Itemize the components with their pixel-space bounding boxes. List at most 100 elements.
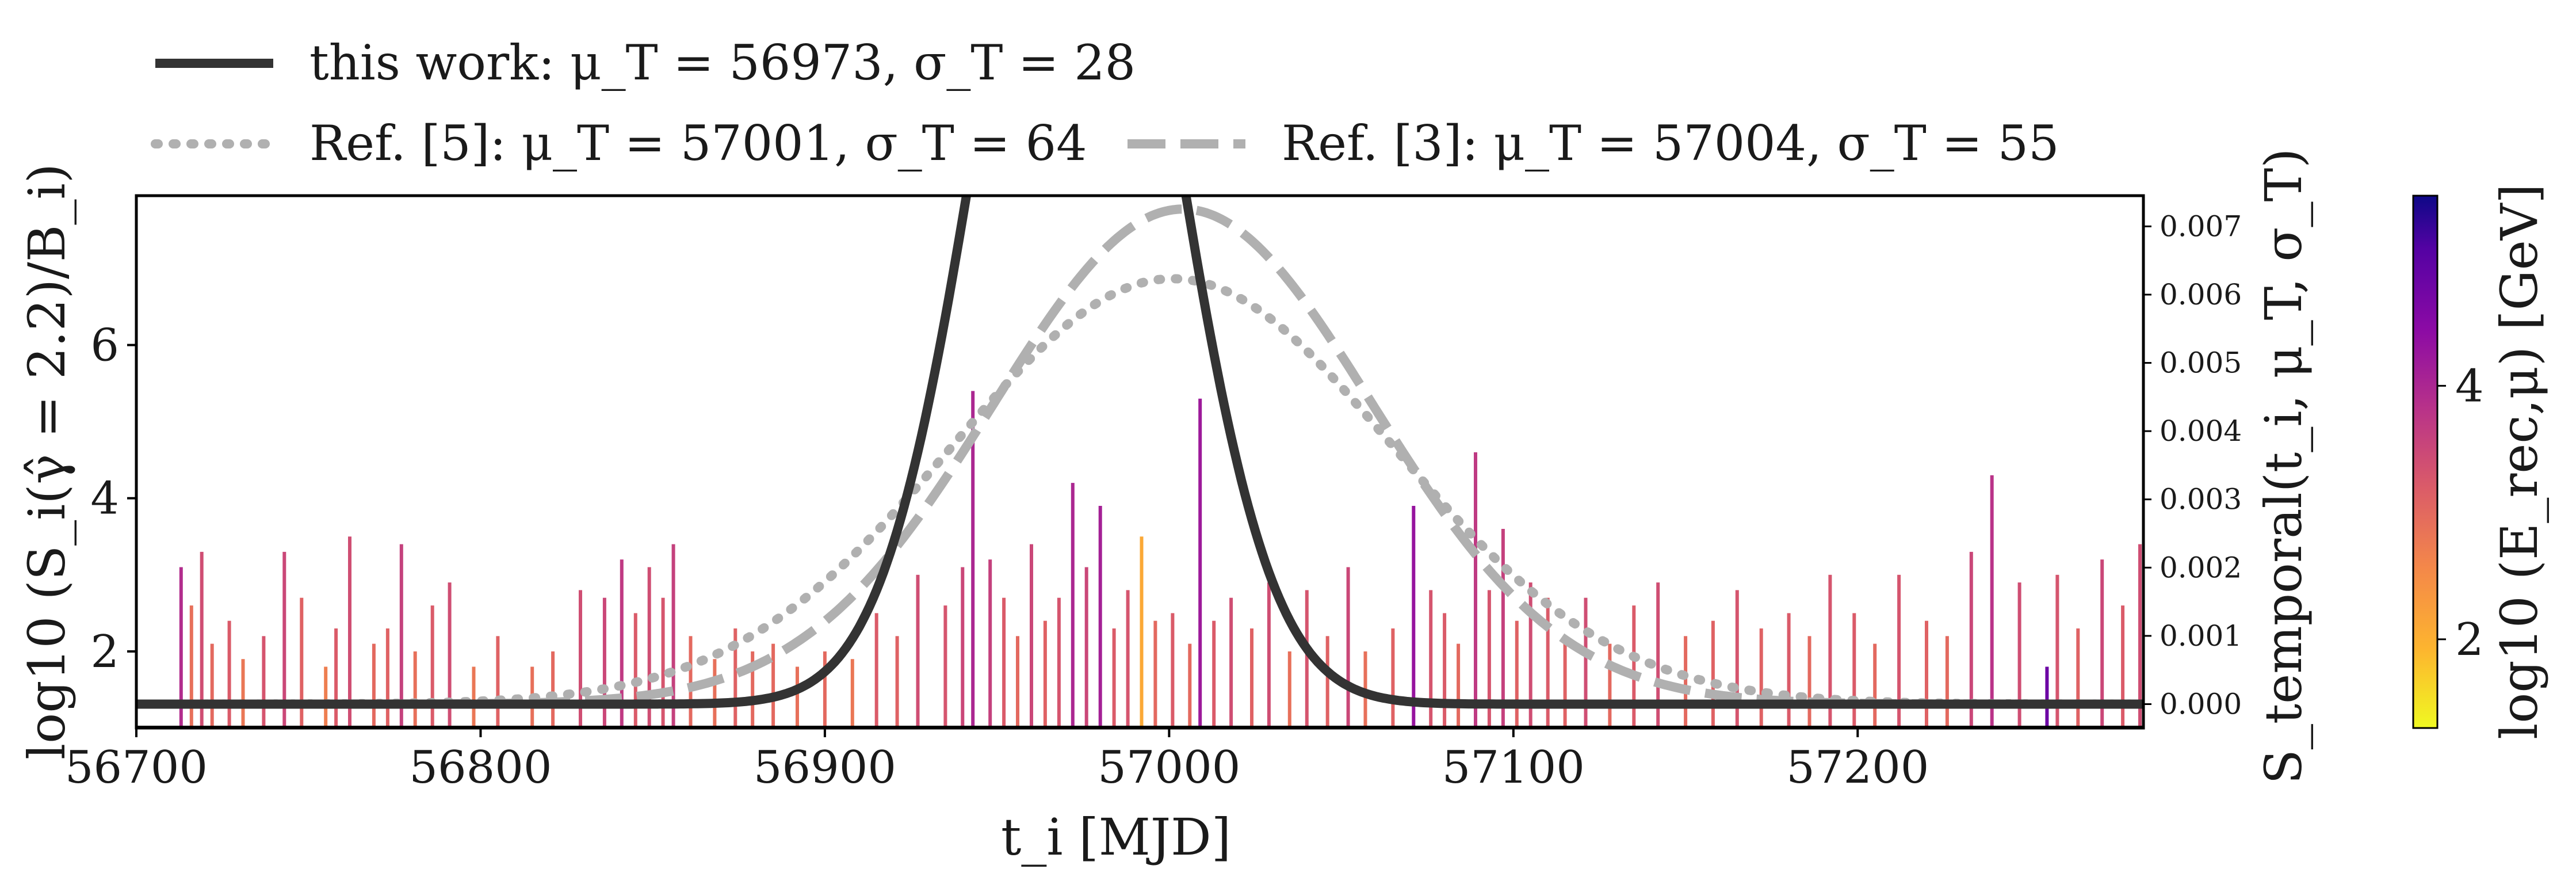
y-left-tick-label-1: 4 xyxy=(90,473,119,525)
event-bar-51 xyxy=(1098,506,1102,728)
event-bar-62 xyxy=(1267,582,1271,728)
y-right-tick-label-2: 0.002 xyxy=(2160,551,2242,584)
event-bar-43 xyxy=(988,559,992,728)
event-bar-88 xyxy=(1787,613,1791,728)
y-right-tick-label-6: 0.006 xyxy=(2160,278,2242,311)
event-bar-39 xyxy=(916,574,920,728)
x-tick-label-5: 57200 xyxy=(1786,742,1929,794)
event-bar-80 xyxy=(1584,597,1588,728)
event-bar-38 xyxy=(895,636,899,728)
event-bar-27 xyxy=(661,597,665,728)
event-bar-75 xyxy=(1501,529,1505,728)
event-bar-63 xyxy=(1287,651,1291,728)
event-bar-60 xyxy=(1229,597,1233,728)
x-axis: 56700 56800 56900 57000 57100 57200 t_i [MJD] xyxy=(65,728,1929,867)
event-bar-52 xyxy=(1112,628,1116,728)
event-bar-21 xyxy=(551,651,555,728)
event-bar-89 xyxy=(1807,636,1811,728)
x-tick-label-3: 57000 xyxy=(1098,742,1240,794)
event-bar-78 xyxy=(1546,597,1550,728)
curve-this-work xyxy=(136,196,2143,709)
y-axis-left: 2 4 6 log10 (S_i(γ̂ = 2.2)/B_i) xyxy=(17,163,136,760)
event-bar-17 xyxy=(448,582,452,728)
event-bar-22 xyxy=(579,590,582,728)
event-bar-74 xyxy=(1487,590,1491,728)
event-bar-42 xyxy=(971,391,975,728)
event-bar-95 xyxy=(1945,636,1949,728)
x-tick-label-2: 56900 xyxy=(754,742,896,794)
event-bar-24 xyxy=(620,559,624,728)
event-bar-11 xyxy=(348,536,351,728)
x-tick-label-4: 57100 xyxy=(1442,742,1585,794)
colorbar: 2 4 log10 (E_rec,μ) [GeV] xyxy=(2412,184,2549,740)
event-bar-84 xyxy=(1684,636,1688,728)
plot-area xyxy=(135,194,2145,730)
event-bar-23 xyxy=(602,597,606,728)
event-bar-29 xyxy=(689,636,693,728)
event-bar-15 xyxy=(413,651,417,728)
event-bar-19 xyxy=(496,636,500,728)
event-bar-79 xyxy=(1563,636,1567,728)
event-bar-71 xyxy=(1443,613,1447,728)
legend: this work: μ_T = 56973, σ_T = 28 Ref. [5… xyxy=(151,35,2059,171)
event-bar-41 xyxy=(961,567,965,728)
y-right-tick-label-1: 0.001 xyxy=(2160,619,2242,653)
event-bar-33 xyxy=(771,643,775,728)
event-bar-13 xyxy=(385,628,389,728)
y-right-tick-label-5: 0.005 xyxy=(2160,346,2242,380)
event-bar-91 xyxy=(1852,613,1856,728)
event-bar-31 xyxy=(733,628,737,728)
y-left-tick-label-0: 2 xyxy=(90,626,119,678)
event-bar-53 xyxy=(1126,590,1130,728)
event-bar-59 xyxy=(1212,620,1216,728)
event-bar-55 xyxy=(1153,620,1157,728)
legend-label-ref5: Ref. [5]: μ_T = 57001, σ_T = 64 xyxy=(309,115,1087,171)
event-bar-93 xyxy=(1897,574,1901,728)
event-bar-1 xyxy=(189,605,193,728)
event-bar-28 xyxy=(671,544,675,728)
event-bar-35 xyxy=(823,651,827,728)
event-bar-77 xyxy=(1528,582,1532,728)
event-bar-61 xyxy=(1250,628,1253,728)
event-bar-54 xyxy=(1140,536,1144,728)
event-bar-36 xyxy=(850,659,854,728)
temporal-curves xyxy=(136,196,2143,709)
event-bar-7 xyxy=(282,551,286,728)
y-axis-right: 0.000 0.001 0.002 0.003 0.004 0.005 0.006 0.007… xyxy=(2143,148,2313,784)
event-bar-26 xyxy=(647,567,651,728)
x-axis-label: t_i [MJD] xyxy=(1001,807,1231,867)
event-bar-92 xyxy=(1873,643,1877,728)
event-bar-4 xyxy=(227,620,231,728)
event-bar-44 xyxy=(1002,597,1006,728)
event-bar-69 xyxy=(1412,506,1416,728)
event-bar-18 xyxy=(472,666,476,728)
event-bar-37 xyxy=(874,613,878,728)
event-bar-82 xyxy=(1632,605,1636,728)
event-bar-66 xyxy=(1346,567,1350,728)
y-right-tick-label-3: 0.003 xyxy=(2160,483,2242,516)
event-bar-81 xyxy=(1608,643,1612,728)
event-bar-16 xyxy=(430,605,434,728)
event-bar-57 xyxy=(1188,643,1192,728)
event-bar-101 xyxy=(2076,628,2080,728)
colorbar-label: log10 (E_rec,μ) [GeV] xyxy=(2490,184,2549,739)
colorbar-tick-label-1: 4 xyxy=(2455,360,2484,412)
legend-label-this-work: this work: μ_T = 56973, σ_T = 28 xyxy=(309,35,1136,91)
event-bar-40 xyxy=(943,605,947,728)
event-bar-6 xyxy=(262,636,266,728)
event-bar-47 xyxy=(1043,620,1047,728)
event-bar-104 xyxy=(2138,544,2142,728)
event-bar-25 xyxy=(633,613,637,728)
event-bar-34 xyxy=(796,666,799,728)
y-axis-left-label: log10 (S_i(γ̂ = 2.2)/B_i) xyxy=(17,163,77,760)
event-bar-97 xyxy=(1990,475,1994,728)
event-bar-86 xyxy=(1735,590,1739,728)
event-bar-96 xyxy=(1969,551,1973,728)
y-left-tick-label-2: 6 xyxy=(90,320,119,372)
event-bar-14 xyxy=(399,544,403,728)
event-bar-68 xyxy=(1391,628,1395,728)
event-bar-32 xyxy=(751,651,755,728)
event-bar-56 xyxy=(1171,613,1175,728)
event-bar-12 xyxy=(372,643,376,728)
event-bar-85 xyxy=(1711,620,1715,728)
